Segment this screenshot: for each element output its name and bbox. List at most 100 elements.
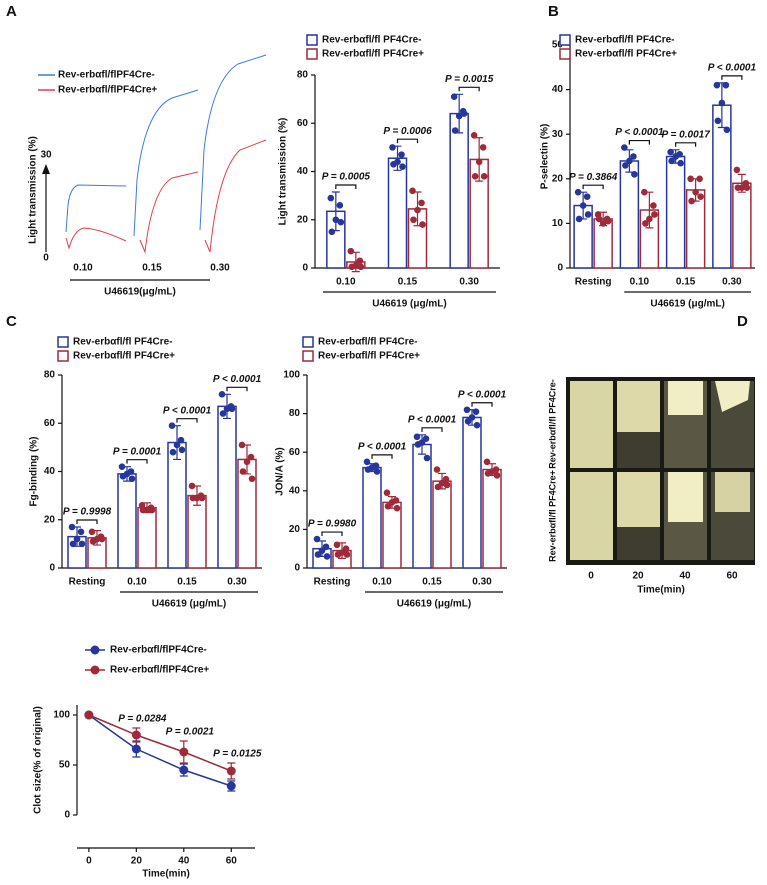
data-point	[228, 405, 236, 413]
scale-bottom: 0	[43, 253, 49, 264]
legend-label: Rev-erbαfl/fl PF4Cre-	[73, 337, 173, 348]
p-value: P < 0.0001	[458, 389, 507, 400]
data-point	[460, 110, 468, 117]
x-tick-label: 0.30	[210, 263, 230, 274]
significance-bracket	[721, 75, 743, 80]
data-point	[451, 127, 459, 134]
y-tick-label: 0	[302, 263, 308, 274]
time-label: 40	[679, 571, 691, 582]
data-point	[78, 540, 86, 548]
data-point	[131, 744, 141, 754]
p-value: P < 0.0001	[408, 414, 457, 425]
trace	[139, 171, 199, 254]
y-tick-label: 0	[49, 563, 55, 574]
data-point	[68, 523, 76, 531]
data-point	[574, 188, 582, 196]
data-point	[189, 494, 197, 502]
panel-letter: B	[548, 3, 559, 20]
data-point	[168, 422, 176, 429]
trace	[199, 54, 267, 231]
data-point	[650, 202, 657, 209]
time-label: 0	[588, 571, 594, 582]
x-tick-label: Resting	[575, 277, 612, 288]
data-point	[722, 81, 730, 89]
x-tick-label: 0	[86, 856, 92, 867]
legend-swatch	[302, 350, 314, 362]
data-point	[337, 218, 345, 226]
data-point	[313, 535, 321, 543]
arrow-head	[42, 164, 50, 174]
data-point	[128, 475, 136, 483]
x-axis-label: U46619(μg/mL)	[104, 287, 176, 298]
data-point	[334, 551, 342, 558]
data-point	[672, 153, 679, 160]
data-point	[455, 112, 463, 120]
data-point	[88, 528, 96, 536]
time-label: 60	[726, 571, 738, 582]
p-value: P < 0.0001	[163, 405, 212, 416]
x-tick-label: 0.15	[676, 277, 696, 288]
data-point	[443, 481, 451, 489]
bar	[382, 501, 402, 569]
bar	[362, 466, 382, 569]
y-axis-label: JON/A (%)	[275, 447, 286, 496]
data-point	[239, 468, 247, 475]
data-point	[226, 766, 236, 776]
data-point	[434, 483, 442, 491]
y-tick-label: 80	[297, 70, 309, 81]
data-point	[733, 166, 741, 174]
data-point	[343, 551, 351, 558]
legend-label: Rev-erbαfl/flPF4Cre+	[58, 85, 157, 96]
data-point	[179, 747, 189, 757]
data-point	[413, 433, 421, 441]
tube-clot	[668, 472, 703, 522]
p-value: P = 0.0284	[118, 714, 167, 725]
data-point	[119, 473, 127, 480]
y-tick-label: 50	[552, 40, 564, 51]
significance-bracket	[421, 427, 443, 432]
tube-clot	[715, 472, 750, 512]
data-point	[599, 220, 607, 227]
significance-bracket	[582, 184, 604, 190]
data-point	[595, 215, 603, 223]
data-point	[734, 184, 742, 192]
data-point	[389, 144, 396, 151]
data-point	[630, 153, 637, 160]
data-point	[475, 158, 483, 166]
x-axis-label: U46619 (μg/mL)	[152, 599, 226, 610]
y-tick-label: 40	[44, 466, 56, 477]
significance-bracket	[76, 519, 98, 524]
time-label: 20	[632, 571, 644, 582]
y-tick-label: 40	[289, 485, 301, 496]
x-tick-label: 0.10	[372, 577, 392, 588]
data-point	[173, 441, 181, 449]
p-value: P = 0.0005	[322, 172, 371, 183]
tubes	[570, 381, 754, 560]
p-value: P < 0.0001	[708, 63, 757, 74]
legend-marker	[90, 665, 100, 675]
trace	[204, 139, 267, 253]
data-point	[314, 551, 322, 558]
p-value: P < 0.0001	[213, 374, 262, 385]
data-point	[399, 163, 406, 170]
significance-bracket	[176, 418, 198, 423]
legend-label: Rev-erbαfl/fl PF4Cre+	[322, 49, 424, 60]
data-point	[470, 132, 478, 139]
data-point	[328, 228, 336, 236]
x-tick-label: 0.15	[177, 577, 197, 588]
data-point	[579, 202, 587, 209]
data-point	[622, 162, 629, 169]
data-point	[357, 263, 365, 271]
bar	[217, 405, 237, 569]
data-point	[419, 221, 426, 228]
data-point	[390, 160, 397, 168]
p-value: P = 0.3864	[569, 172, 618, 183]
x-tick-label: 60	[226, 856, 238, 867]
y-tick-label: 20	[297, 214, 309, 225]
legend-label: Rev-erbαfl/fl PF4Cre-	[318, 337, 418, 348]
trace	[65, 227, 127, 250]
data-point	[621, 144, 628, 151]
data-point	[463, 406, 471, 414]
data-point	[626, 157, 633, 165]
data-point	[646, 215, 653, 223]
